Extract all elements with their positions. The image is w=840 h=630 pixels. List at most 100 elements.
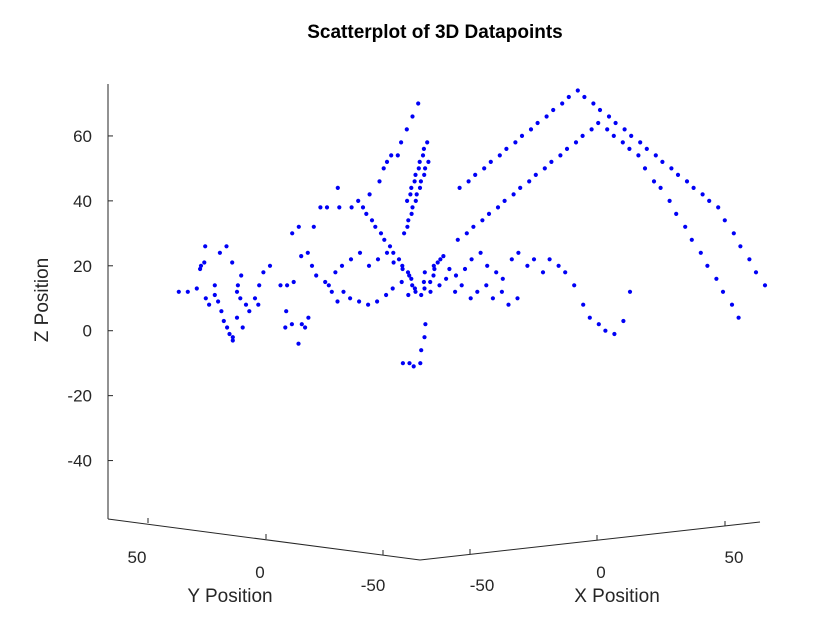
data-point: [227, 331, 232, 337]
data-point: [422, 286, 427, 291]
data-point: [387, 244, 393, 249]
data-point: [435, 260, 440, 265]
data-point: [409, 276, 414, 281]
data-point: [400, 263, 405, 268]
data-point: [482, 166, 487, 171]
data-point: [410, 114, 415, 119]
data-point: [329, 289, 334, 294]
data-point: [432, 266, 437, 272]
data-point: [612, 331, 617, 337]
data-point: [176, 289, 181, 294]
data-point: [348, 296, 353, 301]
data-point: [234, 315, 240, 320]
data-point: [422, 270, 427, 275]
data-point: [285, 283, 290, 288]
data-point: [207, 302, 212, 307]
data-point: [518, 185, 523, 190]
data-point: [611, 133, 616, 138]
data-point: [356, 198, 361, 203]
data-point: [447, 266, 452, 272]
data-point: [234, 289, 240, 294]
data-point: [339, 263, 345, 268]
data-point: [455, 237, 460, 242]
data-point: [399, 279, 404, 285]
data-point: [575, 88, 580, 93]
data-point: [540, 270, 546, 275]
data-point: [563, 270, 568, 275]
z-axis-label: Z Position: [32, 258, 53, 342]
data-point: [230, 338, 235, 343]
data-point: [221, 318, 226, 324]
data-point: [224, 244, 229, 249]
data-point: [305, 250, 310, 255]
data-point: [705, 263, 710, 268]
data-point: [217, 250, 222, 255]
data-point: [216, 299, 221, 304]
data-point: [500, 276, 505, 281]
data-point: [389, 153, 394, 158]
data-point: [411, 364, 416, 369]
data-point: [564, 146, 570, 151]
data-point: [753, 270, 759, 275]
data-point: [528, 127, 534, 132]
data-point: [469, 257, 474, 262]
data-point: [399, 140, 404, 145]
data-point: [464, 231, 469, 236]
data-point: [306, 315, 311, 320]
data-point: [738, 244, 743, 249]
data-point: [243, 302, 249, 307]
data-point: [202, 260, 207, 265]
data-point: [716, 205, 721, 210]
data-point: [714, 276, 719, 281]
data-point: [421, 146, 426, 151]
data-point: [289, 322, 294, 327]
data-point: [551, 107, 556, 113]
data-point: [261, 270, 266, 275]
data-point: [348, 257, 354, 262]
data-point: [406, 218, 411, 223]
chart-title: Scatterplot of 3D Datapoints: [307, 22, 562, 43]
data-point: [428, 279, 433, 285]
data-point: [267, 263, 273, 268]
data-point: [422, 335, 427, 340]
data-point: [535, 120, 540, 126]
data-point: [256, 302, 261, 307]
data-point: [462, 266, 468, 272]
data-point: [642, 166, 648, 171]
data-point: [360, 205, 366, 210]
data-point: [419, 348, 424, 353]
data-point: [468, 296, 473, 301]
data-point: [408, 192, 413, 197]
data-point: [691, 185, 696, 190]
data-point: [426, 159, 431, 164]
data-point: [335, 185, 340, 190]
data-point: [431, 263, 436, 268]
data-point: [613, 120, 618, 126]
data-point: [597, 107, 603, 113]
data-point: [419, 292, 424, 298]
data-point: [495, 205, 501, 210]
data-point: [471, 224, 476, 229]
data-point: [603, 328, 608, 333]
data-point: [404, 127, 409, 132]
data-point: [413, 289, 418, 294]
data-point: [230, 335, 235, 340]
data-point: [488, 159, 493, 164]
data-point: [438, 257, 443, 262]
data-point: [375, 299, 380, 304]
data-point: [644, 146, 649, 151]
data-point: [675, 172, 681, 177]
data-point: [409, 185, 414, 190]
data-point: [417, 185, 423, 190]
data-point: [369, 218, 375, 223]
data-point: [240, 325, 245, 330]
data-point: [627, 289, 633, 294]
data-point: [402, 231, 407, 236]
data-point: [407, 361, 412, 366]
data-point: [504, 146, 509, 151]
data-point: [531, 257, 537, 262]
y-axis-label: Y Position: [187, 586, 272, 607]
data-point: [384, 159, 390, 164]
data-point: [198, 266, 203, 272]
data-point: [731, 231, 736, 236]
